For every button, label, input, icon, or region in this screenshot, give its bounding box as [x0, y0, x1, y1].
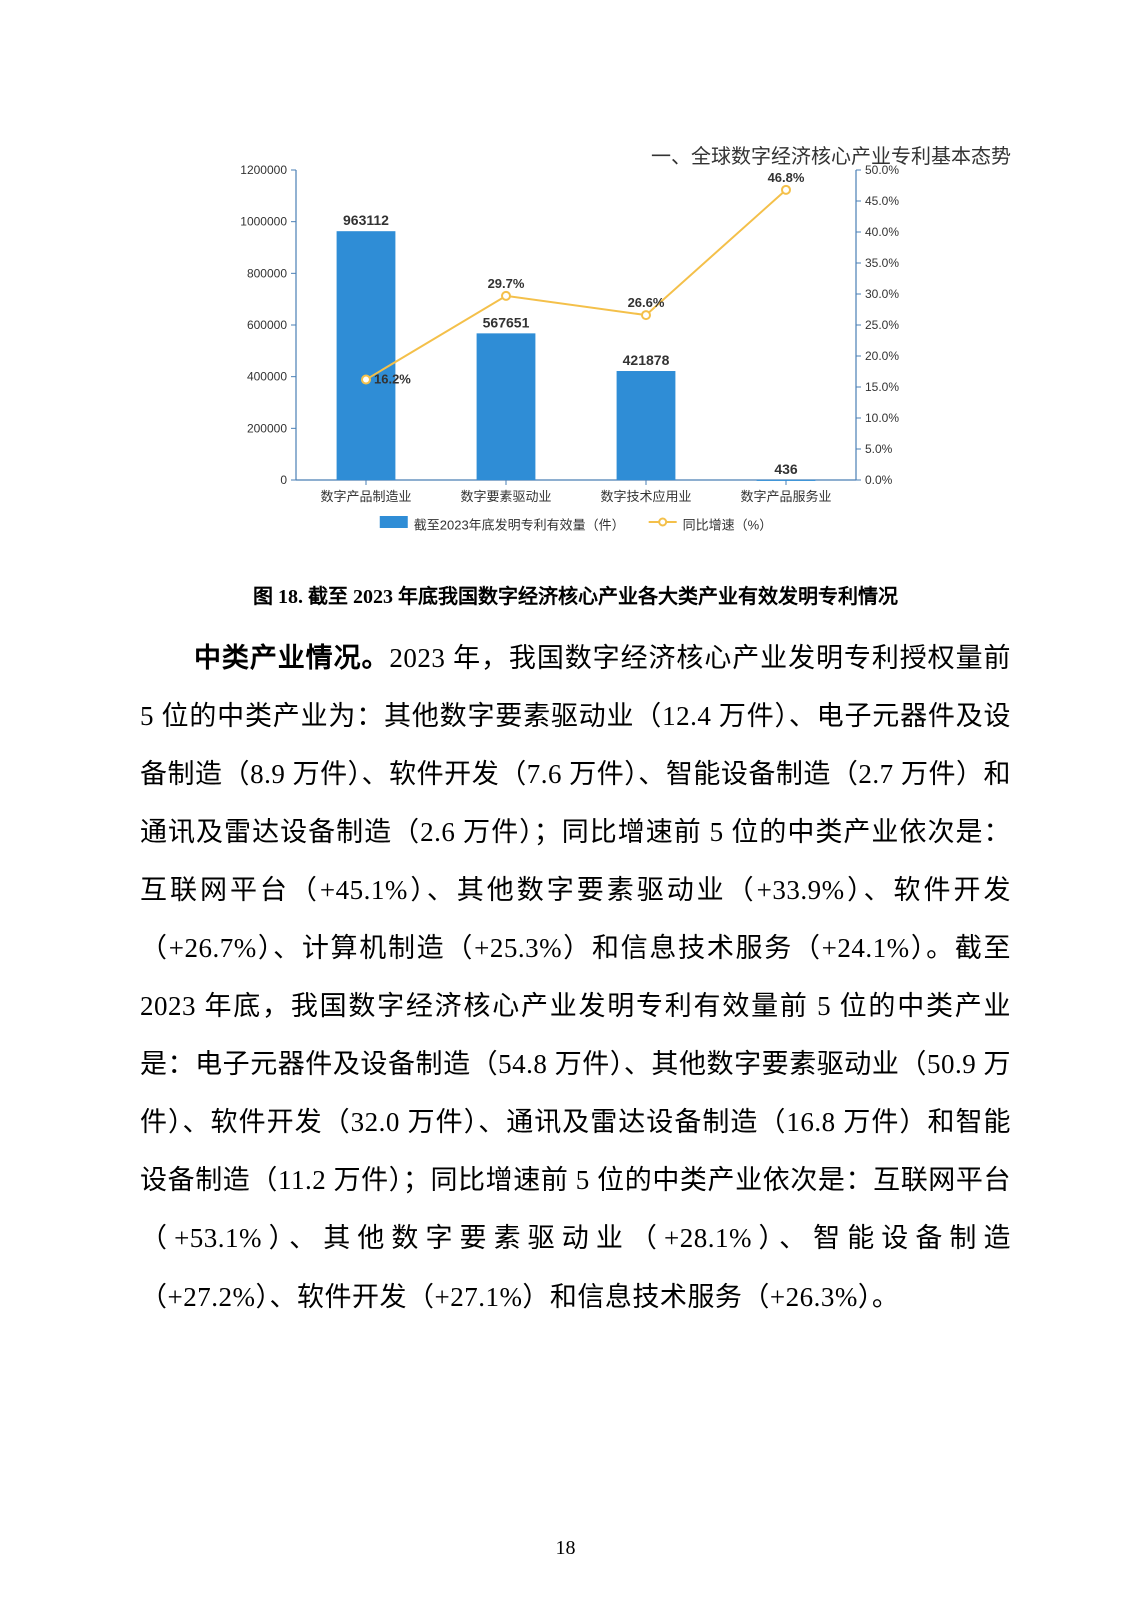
svg-text:26.6%: 26.6%	[627, 295, 664, 310]
caption-prefix: 图 18.	[253, 586, 303, 608]
svg-text:数字产品服务业: 数字产品服务业	[740, 489, 831, 504]
body-rest: 2023 年，我国数字经济核心产业发明专利授权量前 5 位的中类产业为：其他数字…	[140, 643, 1011, 1312]
chart-figure-18: 0 200000 400000 600000 800000 1000000 1200000 0…	[216, 160, 936, 550]
svg-text:30.0%: 30.0%	[865, 287, 899, 301]
svg-text:50.0%: 50.0%	[865, 163, 899, 177]
svg-text:963112: 963112	[343, 212, 389, 228]
svg-text:数字要素驱动业: 数字要素驱动业	[460, 489, 551, 504]
body-lead-bold: 中类产业情况。	[194, 643, 389, 673]
svg-text:同比增速（%）: 同比增速（%）	[682, 517, 772, 532]
caption-text: 截至 2023 年底我国数字经济核心产业各大类产业有效发明专利情况	[308, 586, 898, 608]
svg-text:600000: 600000	[246, 318, 286, 332]
chart-svg: 0 200000 400000 600000 800000 1000000 1200000 0…	[216, 160, 936, 550]
svg-text:数字技术应用业: 数字技术应用业	[600, 489, 691, 504]
page-number: 18	[0, 1537, 1131, 1560]
svg-text:0: 0	[280, 473, 287, 487]
svg-text:29.7%: 29.7%	[487, 276, 524, 291]
svg-text:1000000: 1000000	[240, 215, 287, 229]
svg-text:800000: 800000	[246, 266, 286, 280]
svg-text:10.0%: 10.0%	[865, 411, 899, 425]
svg-text:数字产品制造业: 数字产品制造业	[320, 489, 411, 504]
svg-text:400000: 400000	[246, 370, 286, 384]
svg-text:40.0%: 40.0%	[865, 225, 899, 239]
svg-text:15.0%: 15.0%	[865, 380, 899, 394]
svg-text:35.0%: 35.0%	[865, 256, 899, 270]
svg-text:421878: 421878	[622, 352, 669, 368]
figure-caption: 图 18. 截至 2023 年底我国数字经济核心产业各大类产业有效发明专利情况	[140, 580, 1011, 609]
svg-text:20.0%: 20.0%	[865, 349, 899, 363]
page: 一、全球数字经济核心产业专利基本态势 020000040000060000080…	[0, 0, 1131, 1600]
svg-text:25.0%: 25.0%	[865, 318, 899, 332]
svg-text:436: 436	[774, 461, 798, 477]
svg-text:45.0%: 45.0%	[865, 194, 899, 208]
svg-text:0.0%: 0.0%	[865, 473, 893, 487]
svg-text:1200000: 1200000	[240, 163, 287, 177]
svg-text:5.0%: 5.0%	[865, 442, 893, 456]
svg-text:200000: 200000	[246, 421, 286, 435]
svg-text:567651: 567651	[482, 314, 529, 330]
svg-text:截至2023年底发明专利有效量（件）: 截至2023年底发明专利有效量（件）	[413, 517, 624, 532]
body-paragraph: 中类产业情况。2023 年，我国数字经济核心产业发明专利授权量前 5 位的中类产…	[140, 629, 1011, 1326]
svg-text:46.8%: 46.8%	[767, 170, 804, 185]
svg-text:16.2%: 16.2%	[374, 372, 411, 387]
